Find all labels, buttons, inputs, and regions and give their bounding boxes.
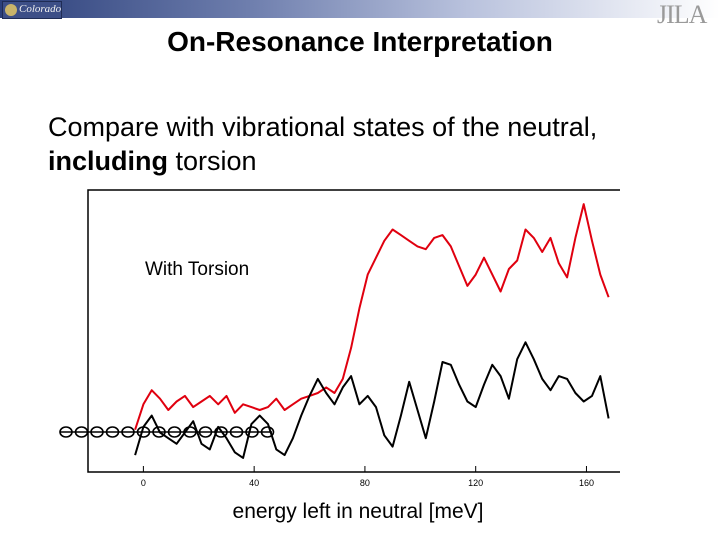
x-tick-label: 80 — [360, 478, 370, 488]
x-tick-label: 120 — [468, 478, 483, 488]
slide-body: Compare with vibrational states of the n… — [48, 110, 597, 178]
logo-right-text: JILA — [657, 0, 707, 29]
x-axis-label: energy left in neutral [meV] — [233, 500, 484, 523]
university-seal-icon — [5, 4, 17, 16]
body-line-1: Compare with vibrational states of the n… — [48, 112, 598, 142]
logo-left-text: Colorado — [19, 3, 62, 15]
body-line-2-rest: torsion — [167, 146, 257, 176]
series-line-black — [134, 341, 610, 459]
header-bar — [0, 0, 720, 18]
jila-logo: JILA — [657, 0, 719, 34]
x-tick-label: 0 — [141, 478, 146, 488]
slide-title: On-Resonance Interpretation — [167, 26, 553, 57]
colorado-logo: Colorado — [2, 1, 62, 19]
x-tick-label: 40 — [249, 478, 259, 488]
body-bold-word: including — [48, 146, 168, 176]
series-line-red — [134, 203, 610, 431]
x-tick-label: 160 — [579, 478, 594, 488]
body-line-2: including torsion — [48, 144, 597, 178]
plot-frame — [87, 189, 620, 473]
chart-annotation: With Torsion — [145, 259, 249, 280]
spectrum-chart: 0 40 80 120 160 With Torsion energy left in ne… — [59, 189, 620, 523]
